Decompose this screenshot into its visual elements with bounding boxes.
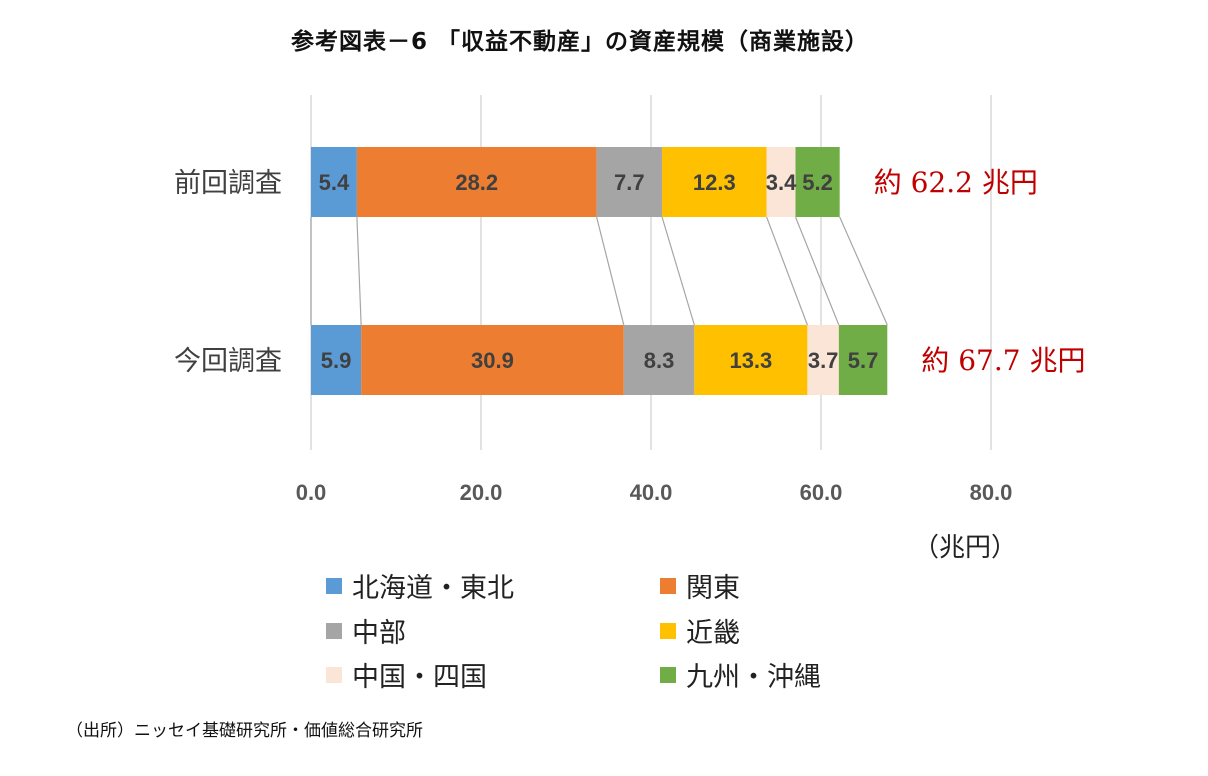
legend-item: 北海道・東北 (326, 566, 514, 605)
legend-swatch (660, 577, 676, 594)
connector-line (766, 216, 808, 326)
connector-line (839, 216, 888, 326)
data-label: 5.4 (319, 170, 350, 195)
category-label: 前回調査 (174, 168, 282, 199)
legend-label: 中部 (352, 618, 406, 649)
bar-segment (795, 147, 840, 217)
legend-swatch (326, 666, 342, 683)
connector-line (596, 216, 625, 326)
bar-segment (766, 147, 796, 217)
data-label: 5.9 (321, 348, 352, 373)
legend-label: 近畿 (686, 618, 740, 649)
x-tick-label: 60.0 (800, 480, 843, 505)
total-label: 約 67.7 兆円 (921, 344, 1085, 377)
legend-swatch (660, 622, 676, 639)
bar-segment (361, 325, 624, 395)
legend-label: 中国・四国 (352, 662, 487, 693)
bar-segment (356, 147, 597, 217)
data-label: 5.2 (802, 170, 833, 195)
source-note: （出所）ニッセイ基礎研究所・価値総合研究所 (66, 721, 423, 741)
data-label: 5.7 (848, 348, 879, 373)
data-label: 13.3 (729, 348, 772, 373)
legend-swatch (660, 666, 676, 683)
legend-label: 北海道・東北 (352, 573, 514, 604)
x-tick-label: 20.0 (460, 480, 503, 505)
legend-item: 九州・沖縄 (660, 655, 821, 694)
stacked-bar-chart: 0.0 20.0 40.0 60.0 80.0 （兆円） 5.4 28.2 7.7 12.3 3.4… (174, 95, 1085, 560)
legend-swatch (326, 577, 342, 594)
bar-segment (311, 147, 357, 217)
total-label: 約 62.2 兆円 (874, 166, 1038, 199)
x-tick-label: 40.0 (630, 480, 673, 505)
bars (311, 147, 888, 395)
connector-lines (310, 216, 888, 326)
connector-line (661, 216, 695, 326)
legend-item: 関東 (660, 566, 740, 605)
connector-line (794, 216, 840, 326)
legend-item: 中部 (326, 611, 406, 650)
legend-label: 九州・沖縄 (686, 662, 821, 693)
data-label: 8.3 (644, 348, 675, 373)
labels: 0.0 20.0 40.0 60.0 80.0 （兆円） 5.4 28.2 7.7 12.3 3.4… (174, 166, 1085, 560)
bar-segment (623, 325, 695, 395)
legend-item: 中国・四国 (326, 655, 487, 694)
bar-segment (662, 147, 767, 217)
data-label: 7.7 (614, 170, 645, 195)
legend-item: 近畿 (660, 611, 740, 650)
bar-segment (694, 325, 808, 395)
data-label: 30.9 (471, 348, 514, 373)
chart-title: 参考図表－6 「収益不動産」の資産規模（商業施設） (290, 29, 869, 55)
category-label: 今回調査 (174, 346, 282, 377)
data-label: 12.3 (693, 170, 736, 195)
connector-line (356, 216, 362, 326)
bar-segment (311, 325, 362, 395)
bar-segment (807, 325, 839, 395)
legend-swatch (326, 622, 342, 639)
x-tick-label: 80.0 (970, 480, 1013, 505)
data-label: 28.2 (455, 170, 498, 195)
x-tick-label: 0.0 (296, 480, 327, 505)
legend-label: 関東 (686, 573, 740, 604)
data-label: 3.4 (766, 170, 797, 195)
bar-segment (838, 325, 888, 395)
data-label: 3.7 (808, 348, 839, 373)
x-unit-label: （兆円） (913, 533, 1017, 560)
bar-segment (596, 147, 663, 217)
